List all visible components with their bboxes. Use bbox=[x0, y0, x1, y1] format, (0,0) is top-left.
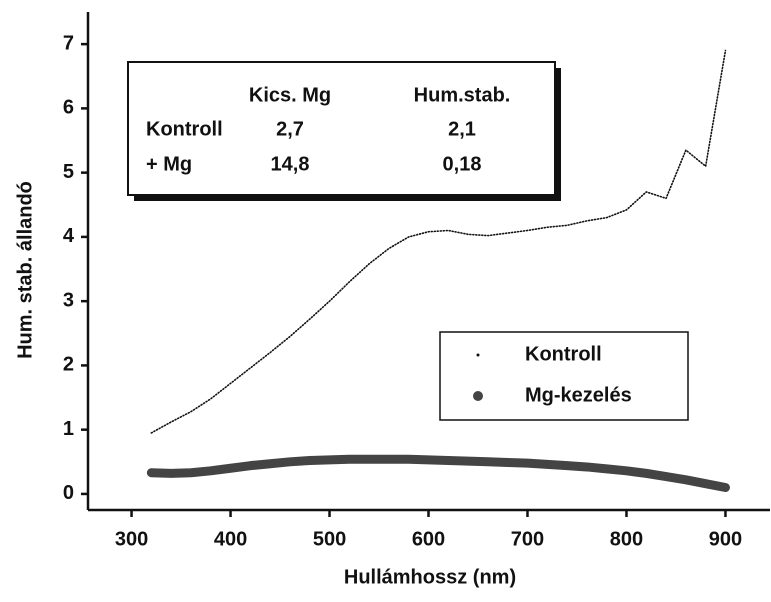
table-cell: 2,1 bbox=[448, 118, 476, 140]
y-tick-label: 0 bbox=[63, 482, 74, 504]
y-tick-label: 5 bbox=[63, 161, 74, 183]
table-box bbox=[127, 61, 556, 196]
series-line bbox=[150, 49, 727, 434]
table-row-label: + Mg bbox=[146, 153, 192, 175]
x-tick-label: 400 bbox=[214, 528, 247, 550]
y-axis-label: Hum. stab. állandó bbox=[14, 181, 36, 359]
legend-label: Mg-kezelés bbox=[525, 384, 632, 406]
y-tick-label: 3 bbox=[63, 289, 74, 311]
legend-box bbox=[439, 331, 689, 421]
table-cell: 0,18 bbox=[443, 153, 482, 175]
y-tick-label: 6 bbox=[63, 97, 74, 119]
x-tick-label: 800 bbox=[610, 528, 643, 550]
x-tick-label: 500 bbox=[313, 528, 346, 550]
x-tick-label: 700 bbox=[511, 528, 544, 550]
series-line bbox=[146, 454, 730, 493]
legend-label: Kontroll bbox=[525, 343, 602, 365]
table-cell: 14,8 bbox=[271, 153, 310, 175]
table-cell: 2,7 bbox=[276, 118, 304, 140]
y-tick-label: 4 bbox=[63, 225, 75, 247]
y-tick-label: 7 bbox=[63, 32, 74, 54]
x-axis-label: Hullámhossz (nm) bbox=[344, 566, 516, 588]
legend-marker bbox=[473, 391, 483, 401]
x-tick-label: 900 bbox=[709, 528, 742, 550]
y-tick-label: 2 bbox=[63, 354, 74, 376]
legend-marker bbox=[476, 353, 480, 357]
table-header: Hum.stab. bbox=[414, 84, 511, 106]
x-tick-label: 600 bbox=[412, 528, 445, 550]
table-header: Kics. Mg bbox=[249, 84, 331, 106]
x-tick-label: 300 bbox=[115, 528, 148, 550]
y-tick-label: 1 bbox=[63, 418, 74, 440]
table-row-label: Kontroll bbox=[146, 118, 223, 140]
